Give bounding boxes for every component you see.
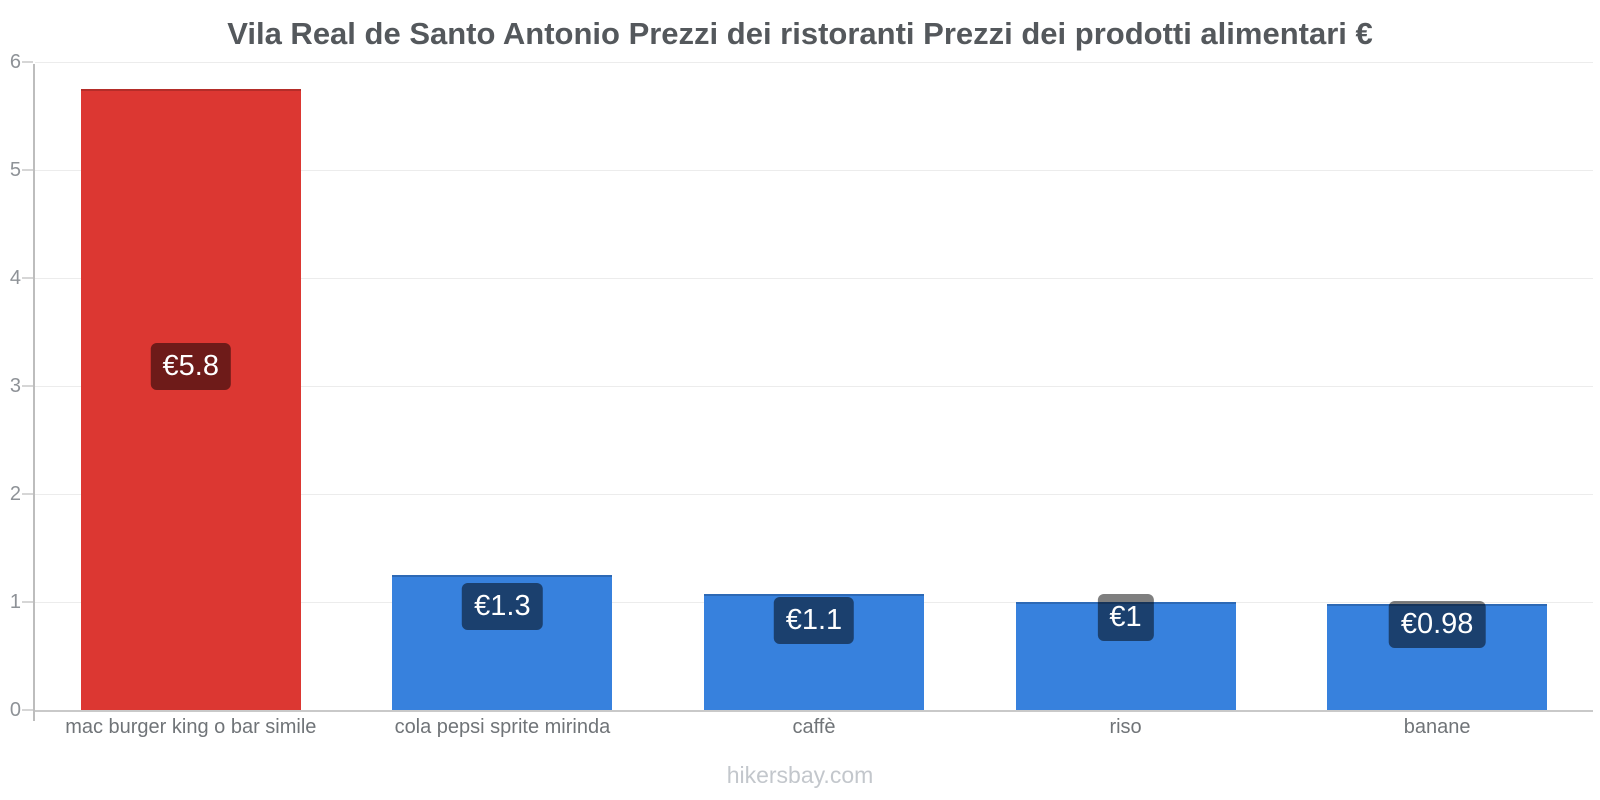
chart-bar[interactable]: €1.1 (703, 594, 924, 710)
gridline (35, 278, 1593, 279)
watermark-text: hikersbay.com (726, 762, 874, 788)
bar-slot: €1.1 (658, 64, 970, 710)
y-axis-tick (22, 277, 33, 279)
gridline (35, 494, 1593, 495)
y-axis-tick-label: 3 (9, 375, 21, 397)
y-axis-tick (22, 493, 33, 495)
chart-bar[interactable]: €1.3 (392, 575, 613, 710)
y-axis-tick-label: 1 (9, 591, 21, 613)
category-label: caffè (792, 716, 836, 738)
bar-slot: €1 (970, 64, 1282, 710)
y-axis-tick (22, 709, 33, 711)
gridline (35, 62, 1593, 63)
y-axis-tick (22, 169, 33, 171)
x-axis-labels: mac burger king o bar simile cola pepsi s… (35, 716, 1593, 739)
chart-bar[interactable]: €0.98 (1327, 601, 1548, 710)
bar-value-label: €1.1 (773, 597, 855, 645)
gridline (35, 386, 1593, 387)
plot-area: 0 1 2 3 4 5 6 €5.8 €1.3 €1.1 €1 €0.98 (10, 51, 1593, 721)
category-label: banane (1403, 716, 1471, 738)
chart-bar[interactable]: €5.8 (80, 89, 301, 710)
y-axis-tick (22, 385, 33, 387)
y-axis-tick (22, 61, 33, 63)
y-axis-tick (22, 601, 33, 603)
category-label: cola pepsi sprite mirinda (394, 716, 611, 738)
gridline (35, 170, 1593, 171)
y-axis-tick-label: 4 (9, 267, 21, 289)
bar-slot: €5.8 (35, 64, 347, 710)
y-axis-line (33, 64, 35, 721)
y-axis-tick-label: 6 (9, 51, 21, 73)
bar-value-label: €1 (1097, 594, 1154, 641)
bar-value-label: €1.3 (462, 583, 543, 630)
bar-value-label: €5.8 (150, 343, 232, 390)
category-label: mac burger king o bar simile (65, 716, 317, 738)
y-axis-tick-label: 5 (9, 159, 21, 181)
category-label: riso (1109, 716, 1142, 738)
chart-bar[interactable]: €1 (1015, 594, 1236, 710)
y-axis-tick-label: 0 (9, 699, 21, 721)
chart-title: Vila Real de Santo Antonio Prezzi dei ri… (227, 16, 1373, 51)
y-axis-tick-label: 2 (9, 483, 21, 505)
bar-slot: €1.3 (347, 64, 659, 710)
bars-layer: €5.8 €1.3 €1.1 €1 €0.98 (35, 64, 1593, 710)
bar-value-label: €0.98 (1388, 601, 1486, 648)
bar-slot: €0.98 (1281, 64, 1593, 710)
